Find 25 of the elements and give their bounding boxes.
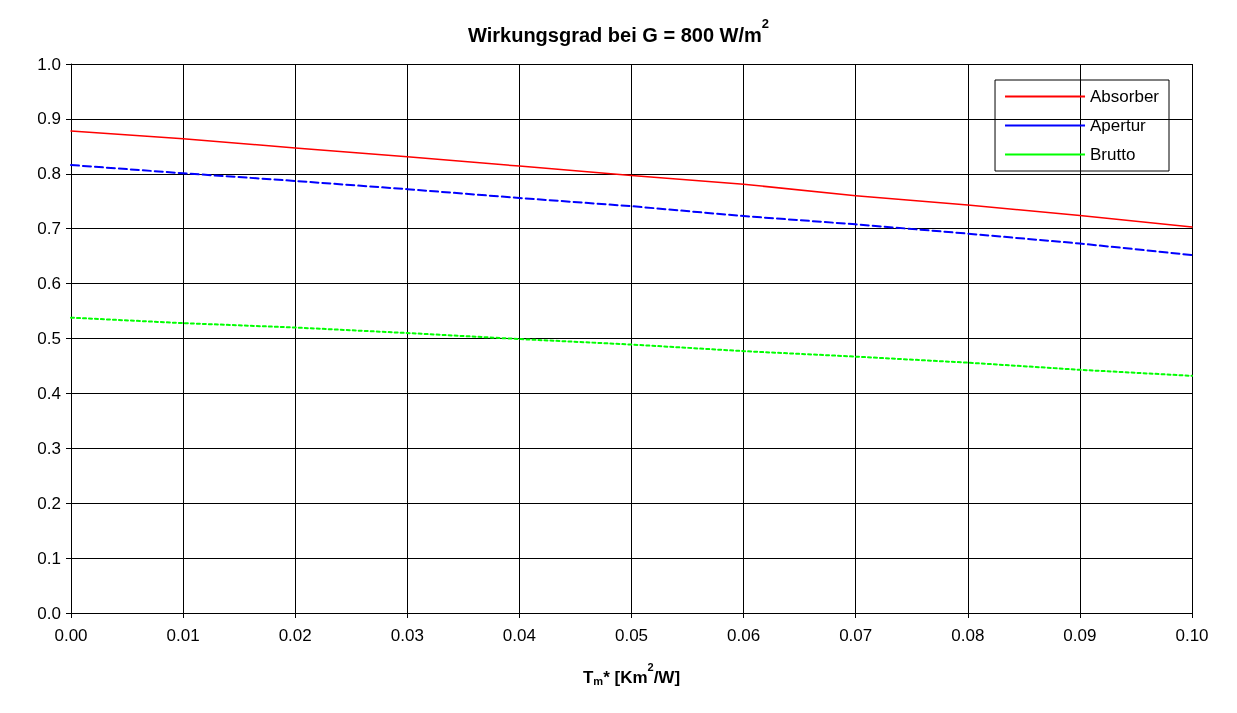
x-tick-label: 0.08 [951, 626, 985, 645]
x-tick-label: 0.06 [727, 626, 761, 645]
y-tick-label: 0.7 [37, 219, 61, 239]
y-tick-label: 0.5 [37, 329, 61, 348]
legend-label: Brutto [1090, 145, 1136, 164]
x-tick-label: 0.00 [54, 626, 88, 645]
x-tick-label: 0.10 [1175, 626, 1209, 645]
x-tick-label: 0.07 [839, 626, 873, 645]
x-tick-label: 0.03 [390, 626, 424, 645]
legend-label: Apertur [1090, 116, 1147, 135]
y-tick-label: 0.1 [37, 548, 61, 568]
x-tick-label: 0.02 [278, 626, 312, 645]
y-tick-label: 0.8 [37, 164, 61, 184]
y-tick-label: 0.9 [37, 109, 61, 129]
legend-label: Absorber [1090, 87, 1160, 106]
y-tick-label: 0.2 [37, 493, 61, 513]
x-tick-label: 0.04 [502, 626, 536, 645]
y-tick-label: 0.3 [37, 438, 61, 458]
x-tick-label: 0.05 [614, 626, 649, 645]
y-tick-label: 1.0 [37, 54, 61, 74]
x-tick-label: 0.09 [1063, 626, 1097, 645]
y-tick-label: 0.0 [37, 603, 61, 623]
y-tick-label: 0.6 [37, 274, 61, 294]
y-tick-label: 0.4 [37, 383, 61, 403]
x-tick-label: 0.01 [166, 626, 200, 645]
